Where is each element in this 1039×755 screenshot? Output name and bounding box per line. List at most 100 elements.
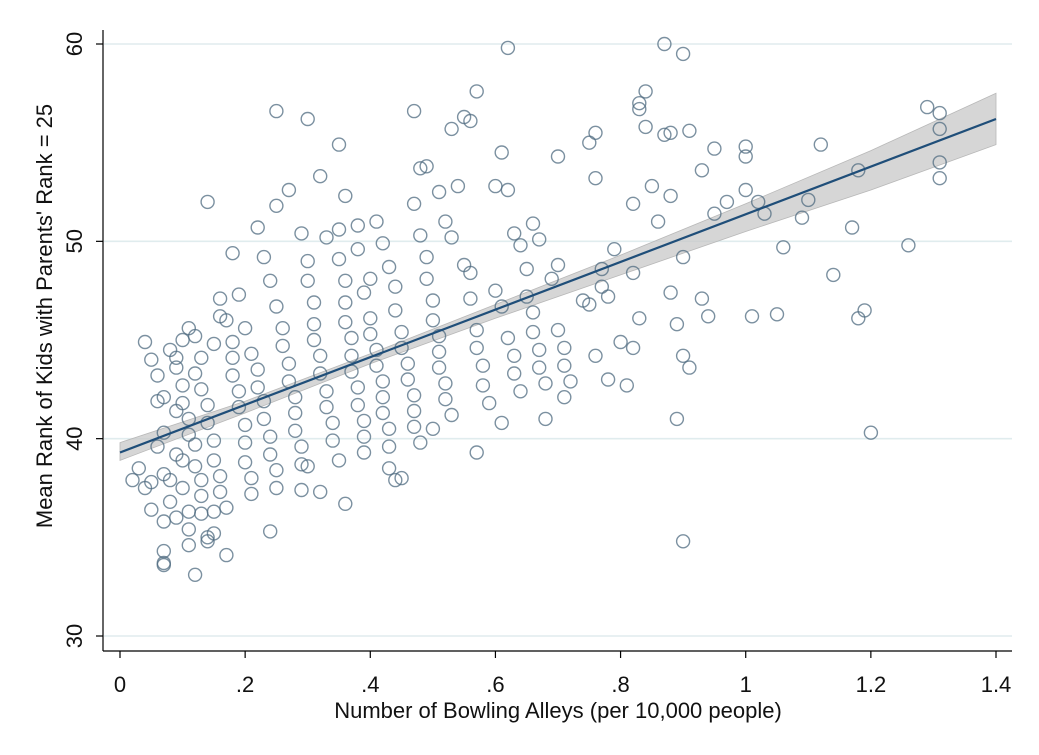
data-point	[319, 399, 334, 415]
data-point	[600, 289, 616, 304]
data-point	[550, 322, 566, 338]
data-point	[137, 334, 153, 350]
data-point	[532, 342, 547, 358]
x-axis-ticks: 0 .2 .4 .6 .8 1 1.2 1.4	[114, 651, 1011, 697]
data-point	[212, 291, 228, 306]
data-point	[288, 405, 303, 421]
data-point	[663, 125, 678, 141]
data-point	[794, 210, 810, 225]
data-point	[206, 336, 222, 352]
data-point	[212, 484, 228, 500]
axes	[102, 30, 1012, 652]
data-point	[294, 439, 309, 454]
data-point	[469, 340, 484, 356]
data-point	[588, 170, 603, 186]
y-tick-label: 30	[62, 624, 87, 648]
data-point	[281, 182, 297, 198]
data-point	[400, 356, 415, 371]
data-point	[901, 238, 916, 253]
data-point	[550, 149, 566, 164]
data-point	[363, 311, 378, 326]
data-point	[557, 390, 572, 405]
data-point	[469, 84, 484, 99]
data-point	[263, 447, 278, 462]
data-point	[325, 415, 340, 431]
data-point	[350, 397, 365, 413]
data-point	[475, 358, 491, 373]
data-point	[425, 313, 441, 328]
data-point	[181, 522, 197, 537]
data-point	[187, 567, 203, 582]
data-point	[356, 285, 372, 300]
data-point	[594, 261, 609, 277]
data-point	[413, 161, 428, 176]
data-point	[519, 261, 534, 277]
data-point	[438, 214, 453, 229]
data-point	[444, 407, 459, 423]
data-point	[125, 472, 140, 488]
data-point	[275, 321, 290, 336]
x-tick-label: 0	[114, 672, 126, 697]
data-point	[331, 251, 347, 267]
data-point	[294, 457, 309, 472]
data-point	[388, 279, 403, 294]
data-point	[844, 220, 860, 235]
data-point	[707, 206, 722, 221]
data-point	[450, 178, 466, 194]
data-point	[507, 226, 522, 241]
data-point	[431, 328, 447, 344]
x-tick-label: 1	[740, 672, 752, 697]
data-point	[494, 299, 509, 314]
data-point	[175, 480, 190, 496]
data-point	[525, 305, 541, 320]
data-point	[200, 397, 215, 413]
data-point	[237, 417, 253, 433]
data-point	[244, 486, 259, 502]
data-point	[381, 461, 397, 476]
data-point	[625, 340, 641, 356]
data-point	[131, 461, 147, 476]
data-point	[400, 372, 415, 387]
data-point	[144, 502, 159, 517]
data-point	[263, 273, 278, 288]
data-point	[294, 226, 309, 241]
data-point	[187, 366, 203, 381]
data-point	[169, 510, 184, 525]
data-point	[344, 348, 359, 363]
data-point	[813, 137, 828, 152]
data-point	[932, 121, 947, 137]
data-point	[682, 360, 697, 375]
data-point	[319, 230, 334, 245]
data-point	[375, 236, 390, 251]
data-point	[306, 295, 322, 310]
data-point	[851, 163, 866, 178]
data-point	[701, 309, 716, 324]
data-point	[338, 315, 353, 330]
data-point	[419, 271, 434, 286]
data-point	[313, 168, 328, 184]
data-point	[219, 547, 234, 563]
data-point	[356, 413, 372, 429]
data-point	[650, 214, 666, 229]
data-point	[231, 384, 247, 399]
data-point	[444, 121, 459, 137]
data-point	[206, 526, 222, 541]
data-point	[194, 350, 209, 365]
data-point	[169, 360, 184, 375]
data-point	[369, 342, 384, 358]
data-point	[150, 439, 165, 454]
data-point	[438, 392, 453, 407]
data-point	[244, 346, 259, 361]
data-point	[469, 322, 484, 338]
data-point	[406, 388, 422, 403]
data-point	[425, 293, 441, 308]
y-tick-label: 40	[62, 426, 87, 450]
data-point	[469, 445, 484, 460]
data-point	[313, 484, 328, 500]
data-point	[488, 283, 503, 298]
data-point	[300, 459, 315, 474]
data-point	[281, 356, 297, 371]
data-point	[744, 309, 760, 324]
data-point	[669, 411, 685, 427]
fit-line-layer	[119, 117, 997, 454]
